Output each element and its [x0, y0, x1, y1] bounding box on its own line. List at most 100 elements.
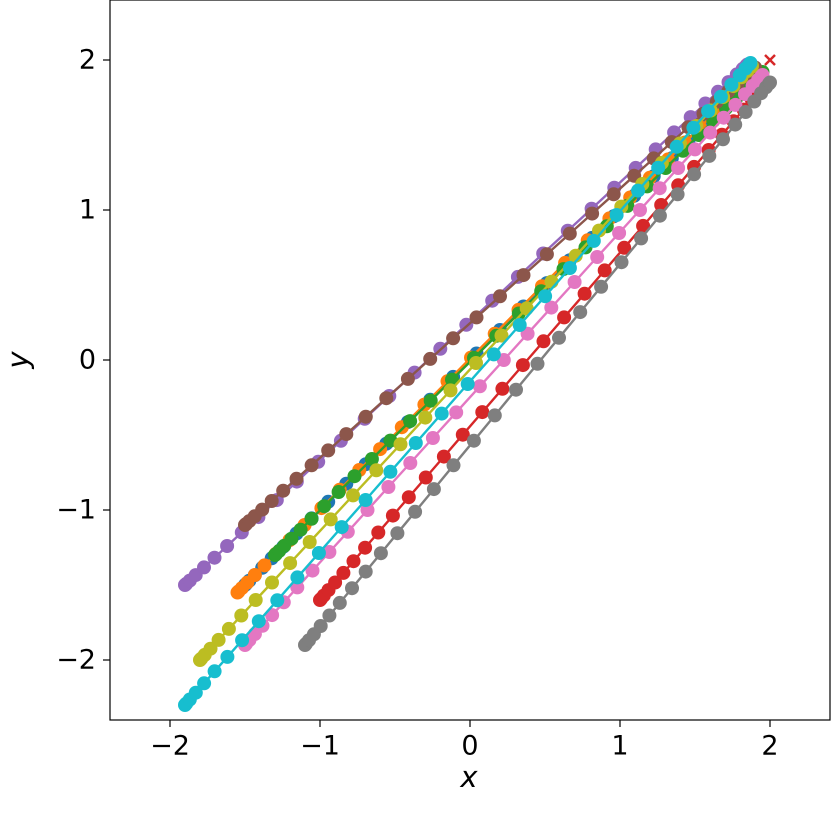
data-point [313, 619, 328, 633]
series-4 [313, 75, 774, 607]
data-point [469, 310, 484, 325]
data-point [426, 482, 441, 497]
data-point [671, 161, 686, 175]
data-point [445, 372, 459, 387]
y-tick-label: 2 [79, 45, 96, 76]
data-point [373, 442, 388, 457]
data-point [509, 382, 523, 397]
data-point [636, 218, 651, 233]
x-tick-label: −1 [300, 731, 340, 762]
data-point [290, 570, 305, 585]
data-point [562, 226, 577, 241]
data-point [670, 187, 685, 202]
data-point [371, 525, 386, 540]
data-point [652, 208, 667, 223]
data-point [346, 554, 361, 569]
data-point [207, 664, 222, 679]
data-point [446, 458, 461, 473]
data-point [612, 226, 627, 240]
data-point [248, 593, 263, 607]
data-point [400, 371, 415, 386]
data-point [283, 556, 298, 571]
data-point [358, 564, 373, 579]
data-point [631, 183, 646, 198]
data-point [276, 483, 291, 498]
data-point [449, 405, 464, 420]
data-point [264, 494, 279, 508]
data-point [293, 522, 308, 537]
data-point [418, 410, 433, 425]
data-point [567, 275, 582, 289]
data-point [701, 104, 716, 119]
data-point [724, 77, 739, 92]
data-point [434, 406, 449, 421]
x-ticks: −2 −1 0 1 2 [150, 720, 779, 762]
data-point [633, 203, 647, 217]
data-point [322, 608, 337, 623]
data-point [594, 279, 609, 294]
data-point [408, 436, 423, 450]
data-point [383, 464, 398, 479]
data-point [443, 383, 458, 398]
data-point [364, 452, 379, 466]
data-point [687, 167, 702, 182]
data-point [328, 575, 343, 590]
data-point [345, 581, 359, 596]
x-tick-label: 0 [461, 731, 478, 762]
data-point [403, 414, 418, 429]
series-8 [298, 75, 777, 652]
data-point [358, 540, 373, 555]
y-ticks: −2 −1 0 1 2 [56, 45, 110, 676]
data-point [652, 181, 667, 196]
data-point [460, 377, 475, 391]
data-point [390, 526, 405, 541]
data-point [688, 142, 702, 157]
x-tick-label: −2 [150, 731, 190, 762]
data-point [455, 427, 470, 442]
data-point [516, 268, 531, 283]
data-point [323, 512, 338, 527]
data-point [423, 351, 438, 366]
data-point [590, 250, 605, 264]
data-point [606, 187, 621, 202]
data-point [436, 449, 451, 464]
data-point [385, 508, 400, 523]
data-point [743, 56, 758, 70]
data-point [614, 255, 629, 270]
data-point [487, 408, 502, 423]
data-point [211, 632, 226, 647]
data-point [713, 89, 728, 104]
data-point [486, 347, 501, 362]
data-point [369, 463, 384, 478]
data-point [763, 75, 777, 90]
data-point [469, 356, 483, 370]
data-point [188, 685, 203, 700]
data-point [669, 139, 684, 154]
target-stroke [764, 54, 776, 66]
data-point [495, 381, 510, 396]
data-point [494, 328, 509, 343]
x-axis-label: x [459, 760, 478, 794]
data-point [728, 97, 743, 112]
data-point [592, 223, 606, 238]
y-tick-label: 1 [79, 195, 96, 226]
series-10 [178, 56, 758, 712]
data-point [305, 563, 320, 578]
data-point [317, 499, 332, 514]
data-point [552, 330, 566, 345]
data-point [703, 125, 718, 140]
data-point [401, 490, 416, 505]
data-point [203, 641, 218, 656]
data-point [234, 608, 249, 623]
data-point [304, 458, 319, 473]
data-point [651, 160, 666, 175]
data-point [346, 488, 360, 503]
target-marker [764, 54, 776, 66]
data-point [284, 531, 299, 546]
data-point [290, 580, 305, 595]
data-point [221, 621, 236, 636]
data-point [536, 334, 551, 349]
target-layer [764, 54, 776, 66]
data-point [321, 443, 336, 458]
